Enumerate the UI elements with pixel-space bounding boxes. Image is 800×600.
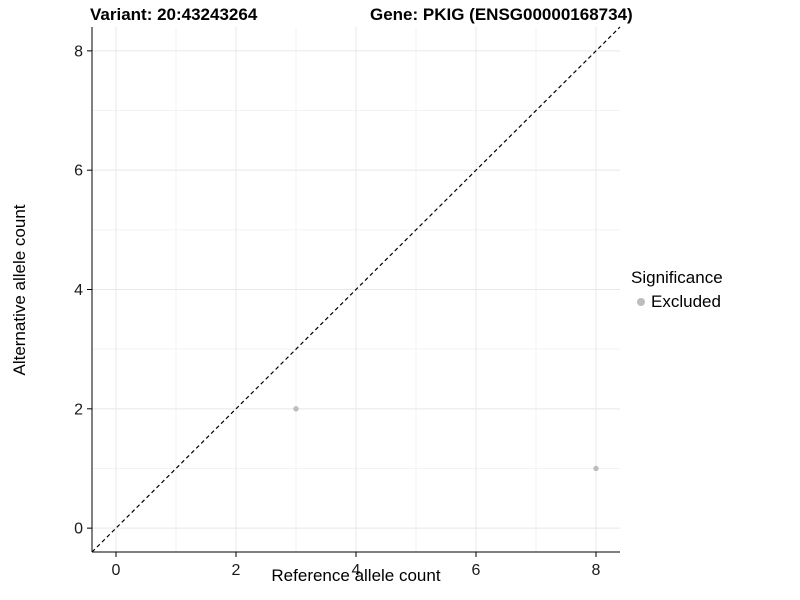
x-tick-label: 2 bbox=[232, 562, 241, 579]
legend: Significance Excluded bbox=[631, 268, 723, 312]
y-tick-label: 6 bbox=[74, 163, 83, 180]
y-tick-label: 2 bbox=[74, 401, 83, 418]
identity-dashed-line bbox=[91, 26, 621, 553]
x-axis-label: Reference allele count bbox=[271, 566, 441, 585]
x-tick-label: 4 bbox=[352, 562, 361, 579]
gene-title: Gene: PKIG (ENSG00000168734) bbox=[370, 5, 633, 24]
legend-item-label: Excluded bbox=[651, 292, 721, 311]
y-tick-label: 0 bbox=[74, 521, 83, 538]
x-tick-label: 6 bbox=[472, 562, 481, 579]
x-tick-label: 8 bbox=[592, 562, 601, 579]
y-axis-label: Alternative allele count bbox=[10, 204, 29, 376]
variant-title: Variant: 20:43243264 bbox=[90, 5, 258, 24]
legend-item-excluded: Excluded bbox=[637, 292, 723, 312]
y-tick-label: 4 bbox=[74, 282, 83, 299]
x-tick-label: 0 bbox=[112, 562, 121, 579]
legend-title: Significance bbox=[631, 268, 723, 287]
excluded-point-icon bbox=[637, 298, 645, 306]
data-point bbox=[593, 465, 599, 472]
y-tick-label: 8 bbox=[74, 43, 83, 60]
data-point bbox=[293, 406, 299, 412]
